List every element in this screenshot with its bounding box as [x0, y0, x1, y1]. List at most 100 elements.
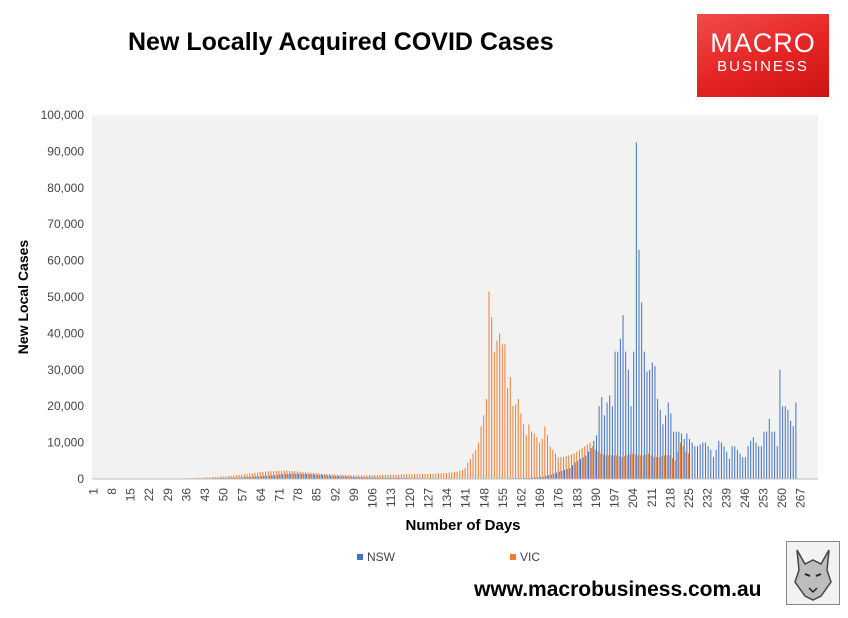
bar-nsw: [335, 475, 337, 479]
bar-vic: [368, 475, 370, 479]
bar-vic: [352, 475, 354, 479]
bar-vic: [685, 451, 687, 479]
bar-nsw: [744, 457, 746, 479]
bar-vic: [259, 472, 261, 479]
bar-nsw: [369, 477, 371, 479]
bar-nsw: [638, 249, 640, 479]
plot-area: [92, 115, 818, 479]
bar-vic: [395, 474, 397, 479]
bar-nsw: [766, 431, 768, 479]
bar-vic: [371, 475, 373, 479]
bar-vic: [461, 469, 463, 479]
bar-nsw: [308, 474, 310, 479]
bar-nsw: [290, 473, 292, 479]
bar-nsw: [359, 477, 361, 479]
bar-nsw: [614, 351, 616, 479]
bar-nsw: [271, 475, 273, 479]
bar-vic: [400, 474, 402, 479]
bar-vic: [281, 470, 283, 479]
bar-vic: [310, 472, 312, 479]
bar-vic: [246, 473, 248, 479]
bar-nsw: [327, 475, 329, 479]
bar-vic: [443, 473, 445, 479]
bar-vic: [315, 473, 317, 479]
bar-vic: [653, 457, 655, 479]
x-tick-label: 15: [124, 488, 138, 502]
bar-vic: [390, 474, 392, 479]
bar-nsw: [686, 433, 688, 479]
bar-nsw: [577, 460, 579, 479]
bar-nsw: [282, 474, 284, 479]
y-tick-label: 50,000: [47, 290, 84, 304]
bar-nsw: [742, 457, 744, 479]
bar-vic: [672, 458, 673, 479]
x-tick-label: 120: [403, 488, 417, 508]
bar-vic: [547, 435, 549, 479]
bar-vic: [624, 456, 626, 479]
x-tick-label: 162: [514, 488, 528, 508]
bar-vic: [626, 455, 628, 479]
bar-vic: [222, 476, 224, 479]
bar-nsw: [561, 470, 563, 479]
bar-nsw: [306, 474, 308, 479]
x-tick-label: 260: [775, 488, 789, 508]
bar-vic: [613, 455, 615, 479]
bar-vic: [632, 453, 634, 479]
bar-nsw: [383, 477, 385, 479]
y-tick-label: 100,000: [41, 108, 85, 122]
bar-vic: [323, 473, 325, 479]
bar-vic: [411, 474, 413, 479]
bar-vic: [225, 476, 227, 479]
bar-nsw: [691, 442, 693, 479]
bar-nsw: [276, 474, 278, 479]
bar-vic: [594, 449, 596, 479]
bar-nsw: [779, 369, 781, 479]
bar-nsw: [715, 449, 717, 479]
bar-nsw: [784, 406, 786, 479]
bar-vic: [467, 462, 469, 479]
bar-nsw: [319, 474, 321, 479]
bar-vic: [328, 474, 330, 479]
bar-vic: [557, 457, 559, 479]
bar-vic: [552, 449, 554, 479]
bar-nsw: [694, 446, 696, 479]
bar-nsw: [284, 474, 286, 479]
x-tick-label: 64: [254, 488, 268, 502]
bar-vic: [544, 426, 546, 479]
logo-line-macro: MACRO: [710, 28, 816, 58]
x-tick-label: 43: [198, 488, 212, 502]
bar-vic: [600, 453, 602, 479]
bar-vic: [283, 470, 285, 479]
y-tick-label: 30,000: [47, 363, 84, 377]
website-url: www.macrobusiness.com.au: [474, 578, 762, 601]
x-tick-label: 148: [477, 488, 491, 508]
bar-nsw: [619, 338, 621, 479]
logo-line-business: BUSINESS: [717, 58, 809, 75]
bar-nsw: [258, 476, 260, 479]
bar-nsw: [550, 474, 552, 479]
bar-vic: [366, 475, 368, 479]
bar-nsw: [247, 476, 249, 479]
bar-vic: [299, 471, 301, 479]
bar-nsw: [396, 477, 398, 479]
bar-nsw: [617, 351, 619, 479]
bar-vic: [592, 446, 594, 479]
bar-nsw: [790, 420, 792, 479]
bar-nsw: [353, 476, 355, 479]
bar-vic: [416, 474, 418, 479]
bar-vic: [430, 473, 431, 479]
bar-vic: [488, 291, 490, 479]
bar-vic: [297, 471, 299, 479]
bar-nsw: [643, 351, 645, 479]
bar-nsw: [239, 477, 241, 479]
bar-vic: [379, 475, 381, 479]
bar-nsw: [572, 465, 574, 479]
bar-vic: [440, 473, 442, 479]
bar-nsw: [540, 477, 542, 479]
bar-vic: [472, 453, 474, 479]
x-tick-label: 204: [626, 488, 640, 508]
y-tick-label: 70,000: [47, 217, 84, 231]
bar-vic: [475, 449, 477, 479]
bar-nsw: [579, 458, 581, 479]
bar-vic: [307, 472, 309, 479]
